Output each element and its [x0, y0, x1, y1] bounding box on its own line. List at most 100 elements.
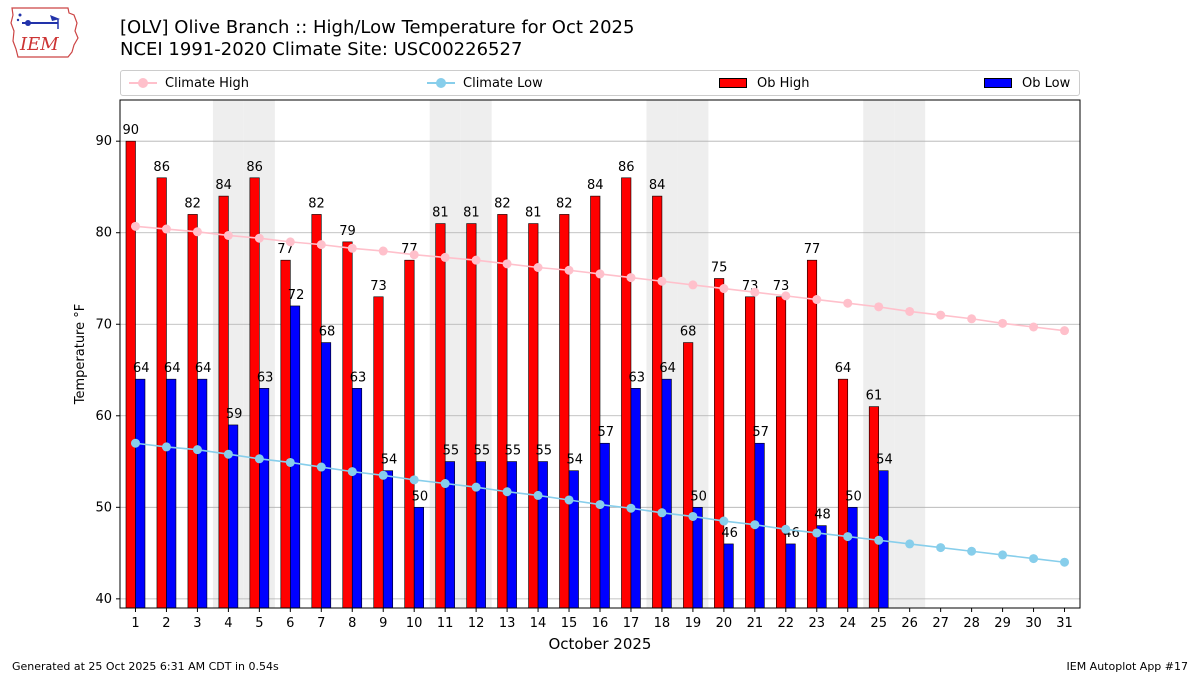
ob-high-bar-day-8	[342, 241, 353, 609]
ob-high-label-day-22: 73	[773, 279, 790, 294]
ob-low-bar-day-1	[135, 378, 146, 609]
ob-high-label-day-1: 90	[122, 123, 139, 138]
x-tick-label-1: 1	[131, 616, 139, 631]
x-tick-label-26: 26	[901, 616, 918, 631]
x-tick-label-17: 17	[623, 616, 640, 631]
climate-high-point-day-20	[719, 284, 729, 294]
ob-high-bar-day-2	[156, 177, 167, 609]
ob-high-label-day-14: 81	[525, 206, 542, 221]
iem-logo-text: IEM	[19, 34, 59, 55]
ob-low-bar-day-18	[661, 378, 672, 609]
x-tick-label-19: 19	[685, 616, 702, 631]
ob-low-label-day-18: 64	[659, 361, 676, 376]
ob-low-label-day-1: 64	[133, 361, 150, 376]
climate-high-point-day-22	[781, 291, 791, 301]
climate-high-point-day-2	[161, 224, 171, 234]
climate-low-point-day-12	[471, 482, 481, 492]
ob-high-bar-day-18	[652, 195, 663, 609]
climate-low-point-day-6	[285, 457, 295, 467]
ob-low-label-day-5: 63	[257, 370, 274, 385]
ob-low-label-day-25: 54	[876, 453, 893, 468]
weekend-band-26	[894, 100, 926, 608]
x-tick-label-23: 23	[809, 616, 826, 631]
ob-high-bar-day-19	[683, 342, 694, 609]
climate-high-point-day-30	[1029, 322, 1039, 332]
climate-high-point-day-28	[967, 314, 977, 324]
ob-low-swatch	[984, 78, 1012, 88]
ob-low-bar-day-20	[723, 543, 734, 609]
legend-item-ob-low: Ob Low	[984, 71, 1070, 95]
ob-low-bar-day-6	[290, 305, 301, 609]
ob-high-bar-day-12	[466, 223, 477, 609]
climate-high-point-day-31	[1060, 326, 1070, 336]
x-tick-label-14: 14	[530, 616, 547, 631]
climate-low-point-day-10	[409, 475, 419, 485]
ob-low-bar-day-22	[785, 543, 796, 609]
ob-low-label-day-6: 72	[288, 288, 305, 303]
climate-high-point-day-9	[378, 246, 388, 256]
ob-high-label-day-23: 77	[804, 242, 821, 257]
ob-high-label-day-7: 82	[308, 196, 325, 211]
plot-frame	[119, 99, 1081, 609]
ob-low-bar-day-23	[816, 525, 827, 609]
climate-high-point-day-4	[223, 230, 233, 240]
ob-high-label-day-4: 84	[215, 178, 232, 193]
ob-low-bar-day-7	[320, 342, 332, 609]
ob-low-bar-day-10	[413, 507, 424, 609]
chart-subtitle: NCEI 1991-2020 Climate Site: USC00226527	[120, 39, 523, 60]
climate-low-point-day-4	[223, 449, 233, 459]
y-tick-label-50: 50	[95, 500, 112, 515]
ob-high-label-day-9: 73	[370, 279, 387, 294]
climate-low-point-day-1	[130, 438, 140, 448]
climate-low-point-day-21	[750, 520, 760, 530]
ob-high-label-day-3: 82	[184, 196, 201, 211]
chart-title: [OLV] Olive Branch :: High/Low Temperatu…	[120, 17, 635, 38]
ob-low-bar-day-8	[351, 388, 363, 609]
legend-item-climate-low: Climate Low	[427, 71, 543, 95]
ob-high-bar-day-25	[868, 406, 880, 609]
x-tick-label-30: 30	[1025, 616, 1042, 631]
x-tick-label-22: 22	[778, 616, 795, 631]
y-tick-label-60: 60	[95, 409, 112, 424]
x-tick-label-13: 13	[499, 616, 516, 631]
climate-high-point-day-10	[409, 250, 419, 260]
x-tick-label-20: 20	[716, 616, 733, 631]
ob-low-label-day-15: 54	[567, 453, 584, 468]
iem-logo: IEM	[10, 7, 79, 58]
ob-low-label-day-13: 55	[505, 444, 522, 459]
climate-high-point-day-1	[130, 221, 140, 231]
ob-high-bar-day-13	[497, 214, 508, 609]
ob-low-bar-day-16	[599, 442, 610, 609]
ob-high-label-day-19: 68	[680, 325, 697, 340]
ob-low-bar-day-13	[506, 461, 517, 609]
ob-high-label-day-16: 84	[587, 178, 604, 193]
climate-high-point-day-27	[936, 310, 946, 320]
climate-high-point-day-17	[626, 273, 636, 283]
y-tick-label-80: 80	[95, 226, 112, 241]
x-tick-label-29: 29	[994, 616, 1011, 631]
climate-low-point-day-22	[781, 524, 791, 534]
ob-low-label-day-21: 57	[752, 425, 769, 440]
ob-high-bar-day-10	[404, 259, 415, 609]
x-tick-label-15: 15	[561, 616, 578, 631]
climate-high-point-day-6	[285, 237, 295, 247]
climate-low-point-day-23	[812, 528, 822, 538]
legend-item-climate-high: Climate High	[129, 71, 249, 95]
climate-low-point-day-18	[657, 508, 667, 518]
ob-high-label-day-13: 82	[494, 196, 511, 211]
ob-low-label-day-23: 48	[814, 508, 831, 523]
climate-high-point-day-23	[812, 295, 822, 305]
climate-low-point-day-14	[533, 490, 543, 500]
climate-high-point-day-15	[564, 265, 574, 275]
ob-low-label-day-3: 64	[195, 361, 212, 376]
x-tick-label-18: 18	[654, 616, 671, 631]
ob-low-label-day-12: 55	[474, 444, 491, 459]
ob-high-bar-day-4	[218, 195, 229, 609]
y-axis-label: Temperature °F	[73, 304, 88, 405]
ob-high-bar-day-6	[280, 259, 291, 609]
ob-high-label-day-24: 64	[835, 361, 852, 376]
ob-low-label-day-9: 54	[381, 453, 398, 468]
climate-high-point-day-16	[595, 269, 605, 279]
legend-label-ob-low: Ob Low	[1022, 75, 1071, 91]
